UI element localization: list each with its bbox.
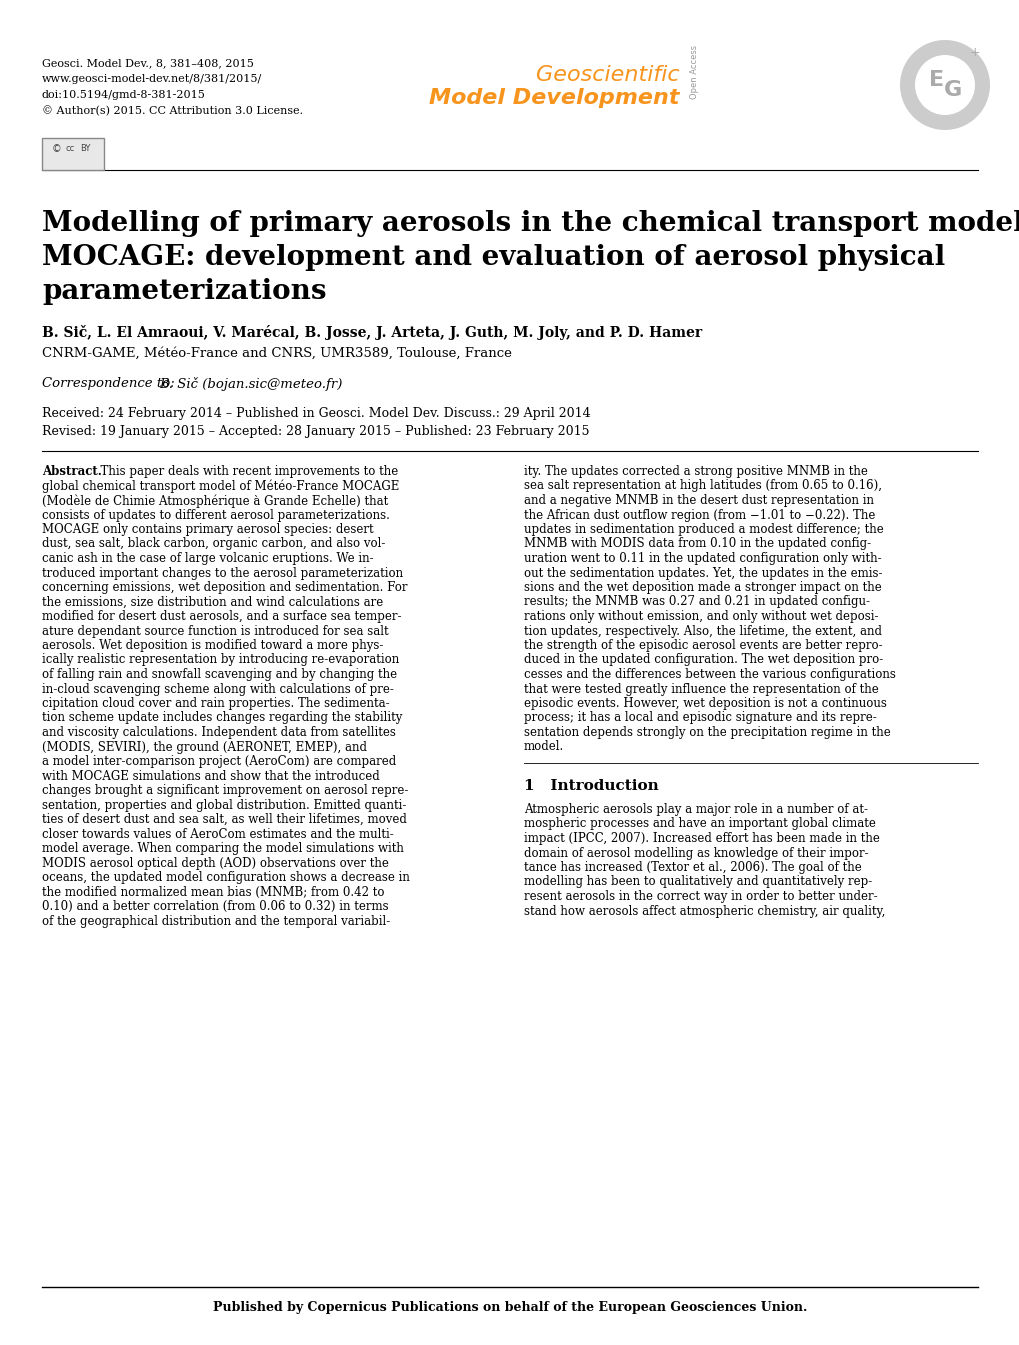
Text: parameterizations: parameterizations (42, 278, 326, 305)
Text: the African dust outflow region (from −1.01 to −0.22). The: the African dust outflow region (from −1… (524, 508, 874, 522)
Text: uration went to 0.11 in the updated configuration only with-: uration went to 0.11 in the updated conf… (524, 551, 880, 565)
Text: Geoscientific: Geoscientific (536, 65, 680, 85)
Text: that were tested greatly influence the representation of the: that were tested greatly influence the r… (524, 682, 878, 695)
Text: sions and the wet deposition made a stronger impact on the: sions and the wet deposition made a stro… (524, 581, 880, 594)
Text: closer towards values of AeroCom estimates and the multi-: closer towards values of AeroCom estimat… (42, 827, 393, 841)
Text: MOCAGE only contains primary aerosol species: desert: MOCAGE only contains primary aerosol spe… (42, 523, 373, 537)
Text: dust, sea salt, black carbon, organic carbon, and also vol-: dust, sea salt, black carbon, organic ca… (42, 538, 385, 550)
Text: +: + (969, 47, 979, 59)
Text: modified for desert dust aerosols, and a surface sea temper-: modified for desert dust aerosols, and a… (42, 611, 401, 623)
Text: and a negative MNMB in the desert dust representation in: and a negative MNMB in the desert dust r… (524, 494, 873, 507)
Text: tion updates, respectively. Also, the lifetime, the extent, and: tion updates, respectively. Also, the li… (524, 624, 881, 638)
Text: global chemical transport model of Météo-France MOCAGE: global chemical transport model of Météo… (42, 480, 399, 494)
Text: (Modèle de Chimie Atmosphérique à Grande Echelle) that: (Modèle de Chimie Atmosphérique à Grande… (42, 494, 388, 507)
Text: Geosci. Model Dev., 8, 381–408, 2015: Geosci. Model Dev., 8, 381–408, 2015 (42, 58, 254, 69)
Text: rations only without emission, and only without wet deposi-: rations only without emission, and only … (524, 611, 877, 623)
Text: doi:10.5194/gmd-8-381-2015: doi:10.5194/gmd-8-381-2015 (42, 90, 206, 100)
Text: CNRM-GAME, Météo-France and CNRS, UMR3589, Toulouse, France: CNRM-GAME, Météo-France and CNRS, UMR358… (42, 347, 512, 360)
Text: 0.10) and a better correlation (from 0.06 to 0.32) in terms: 0.10) and a better correlation (from 0.0… (42, 900, 388, 913)
Text: oceans, the updated model configuration shows a decrease in: oceans, the updated model configuration … (42, 872, 410, 884)
Text: model average. When comparing the model simulations with: model average. When comparing the model … (42, 842, 404, 855)
Text: 1   Introduction: 1 Introduction (524, 779, 658, 794)
Text: cesses and the differences between the various configurations: cesses and the differences between the v… (524, 668, 895, 681)
Text: MNMB with MODIS data from 0.10 in the updated config-: MNMB with MODIS data from 0.10 in the up… (524, 538, 870, 550)
Text: tion scheme update includes changes regarding the stability: tion scheme update includes changes rega… (42, 712, 401, 725)
Text: of the geographical distribution and the temporal variabil-: of the geographical distribution and the… (42, 915, 390, 928)
Text: Abstract.: Abstract. (42, 465, 102, 477)
Text: mospheric processes and have an important global climate: mospheric processes and have an importan… (524, 818, 875, 830)
Text: out the sedimentation updates. Yet, the updates in the emis-: out the sedimentation updates. Yet, the … (524, 566, 881, 580)
Text: consists of updates to different aerosol parameterizations.: consists of updates to different aerosol… (42, 508, 389, 522)
Text: the emissions, size distribution and wind calculations are: the emissions, size distribution and win… (42, 596, 383, 608)
Text: of falling rain and snowfall scavenging and by changing the: of falling rain and snowfall scavenging … (42, 668, 396, 681)
Text: © Author(s) 2015. CC Attribution 3.0 License.: © Author(s) 2015. CC Attribution 3.0 Lic… (42, 106, 303, 117)
Text: Modelling of primary aerosols in the chemical transport model: Modelling of primary aerosols in the che… (42, 210, 1019, 237)
Text: Atmospheric aerosols play a major role in a number of at-: Atmospheric aerosols play a major role i… (524, 803, 867, 816)
Text: canic ash in the case of large volcanic eruptions. We in-: canic ash in the case of large volcanic … (42, 551, 373, 565)
Text: Open Access: Open Access (690, 44, 699, 100)
Text: Published by Copernicus Publications on behalf of the European Geosciences Union: Published by Copernicus Publications on … (213, 1301, 806, 1314)
Text: B. Sič (bojan.sic@meteo.fr): B. Sič (bojan.sic@meteo.fr) (159, 377, 342, 391)
Text: modelling has been to qualitatively and quantitatively rep-: modelling has been to qualitatively and … (524, 876, 871, 889)
FancyBboxPatch shape (42, 139, 104, 169)
Text: cipitation cloud cover and rain properties. The sedimenta-: cipitation cloud cover and rain properti… (42, 697, 389, 710)
Text: duced in the updated configuration. The wet deposition pro-: duced in the updated configuration. The … (524, 654, 882, 667)
Text: sentation depends strongly on the precipitation regime in the: sentation depends strongly on the precip… (524, 726, 890, 738)
Text: the strength of the episodic aerosol events are better repro-: the strength of the episodic aerosol eve… (524, 639, 881, 652)
Text: Revised: 19 January 2015 – Accepted: 28 January 2015 – Published: 23 February 20: Revised: 19 January 2015 – Accepted: 28 … (42, 425, 589, 438)
Text: results; the MNMB was 0.27 and 0.21 in updated configu-: results; the MNMB was 0.27 and 0.21 in u… (524, 596, 869, 608)
Text: in-cloud scavenging scheme along with calculations of pre-: in-cloud scavenging scheme along with ca… (42, 682, 393, 695)
Text: Correspondence to:: Correspondence to: (42, 377, 178, 390)
Text: concerning emissions, wet deposition and sedimentation. For: concerning emissions, wet deposition and… (42, 581, 408, 594)
Text: Model Development: Model Development (429, 87, 680, 108)
Text: domain of aerosol modelling as knowledge of their impor-: domain of aerosol modelling as knowledge… (524, 846, 868, 859)
Text: ity. The updates corrected a strong positive MNMB in the: ity. The updates corrected a strong posi… (524, 465, 867, 477)
Text: sea salt representation at high latitudes (from 0.65 to 0.16),: sea salt representation at high latitude… (524, 480, 881, 492)
Text: www.geosci-model-dev.net/8/381/2015/: www.geosci-model-dev.net/8/381/2015/ (42, 74, 262, 83)
Text: MODIS aerosol optical depth (AOD) observations over the: MODIS aerosol optical depth (AOD) observ… (42, 857, 388, 869)
Text: ature dependant source function is introduced for sea salt: ature dependant source function is intro… (42, 624, 388, 638)
Text: stand how aerosols affect atmospheric chemistry, air quality,: stand how aerosols affect atmospheric ch… (524, 904, 884, 917)
Text: This paper deals with recent improvements to the: This paper deals with recent improvement… (93, 465, 397, 477)
Text: Received: 24 February 2014 – Published in Geosci. Model Dev. Discuss.: 29 April : Received: 24 February 2014 – Published i… (42, 408, 590, 420)
Ellipse shape (899, 40, 989, 130)
Text: B. Sič, L. El Amraoui, V. Marécal, B. Josse, J. Arteta, J. Guth, M. Joly, and P.: B. Sič, L. El Amraoui, V. Marécal, B. Jo… (42, 325, 701, 340)
Text: with MOCAGE simulations and show that the introduced: with MOCAGE simulations and show that th… (42, 769, 379, 783)
Text: (MODIS, SEVIRI), the ground (AERONET, EMEP), and: (MODIS, SEVIRI), the ground (AERONET, EM… (42, 741, 367, 753)
Text: impact (IPCC, 2007). Increased effort has been made in the: impact (IPCC, 2007). Increased effort ha… (524, 833, 879, 845)
Text: cc: cc (66, 144, 75, 153)
Text: tance has increased (Textor et al., 2006). The goal of the: tance has increased (Textor et al., 2006… (524, 861, 861, 874)
Text: aerosols. Wet deposition is modified toward a more phys-: aerosols. Wet deposition is modified tow… (42, 639, 383, 652)
Text: process; it has a local and episodic signature and its repre-: process; it has a local and episodic sig… (524, 712, 876, 725)
Text: G: G (943, 79, 961, 100)
Text: model.: model. (524, 741, 564, 753)
Text: MOCAGE: development and evaluation of aerosol physical: MOCAGE: development and evaluation of ae… (42, 243, 945, 270)
Text: updates in sedimentation produced a modest difference; the: updates in sedimentation produced a mode… (524, 523, 882, 537)
Text: and viscosity calculations. Independent data from satellites: and viscosity calculations. Independent … (42, 726, 395, 738)
Text: troduced important changes to the aerosol parameterization: troduced important changes to the aeroso… (42, 566, 403, 580)
Text: ically realistic representation by introducing re-evaporation: ically realistic representation by intro… (42, 654, 398, 667)
Text: changes brought a significant improvement on aerosol repre-: changes brought a significant improvemen… (42, 784, 408, 798)
Text: ties of desert dust and sea salt, as well their lifetimes, moved: ties of desert dust and sea salt, as wel… (42, 812, 407, 826)
Text: a model inter-comparison project (AeroCom) are compared: a model inter-comparison project (AeroCo… (42, 755, 395, 768)
Text: ©: © (52, 144, 62, 153)
Text: BY: BY (79, 144, 91, 153)
Text: episodic events. However, wet deposition is not a continuous: episodic events. However, wet deposition… (524, 697, 886, 710)
Text: the modified normalized mean bias (MNMB; from 0.42 to: the modified normalized mean bias (MNMB;… (42, 885, 384, 898)
Ellipse shape (914, 55, 974, 116)
Text: E: E (928, 70, 944, 90)
Text: sentation, properties and global distribution. Emitted quanti-: sentation, properties and global distrib… (42, 799, 406, 811)
Text: resent aerosols in the correct way in order to better under-: resent aerosols in the correct way in or… (524, 890, 876, 902)
